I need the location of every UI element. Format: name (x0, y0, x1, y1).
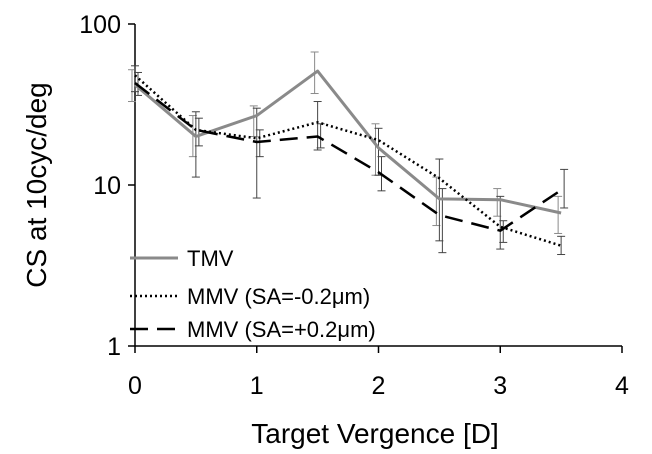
legend-label-2: MMV (SA=-0.2μm) (187, 284, 370, 309)
x-tick-label: 3 (493, 372, 507, 400)
series-line-3 (134, 82, 562, 232)
legend-label-3: MMV (SA=+0.2μm) (187, 317, 376, 342)
y-tick-label: 1 (107, 333, 121, 361)
error-bars (128, 51, 569, 256)
x-tick-label: 4 (615, 372, 629, 400)
y-tick-label: 100 (79, 11, 121, 39)
series-lines (134, 69, 562, 247)
x-tick-label: 2 (372, 372, 386, 400)
series-line-2 (134, 74, 562, 247)
legend: TMV MMV (SA=-0.2μm) MMV (SA=+0.2μm) (130, 246, 376, 342)
y-tick-label: 10 (93, 172, 121, 200)
legend-label-1: TMV (187, 246, 234, 271)
y-axis-title: CS at 10cyc/deg (21, 82, 52, 287)
x-tick-label: 0 (128, 372, 142, 400)
x-axis-title: Target Vergence [D] (251, 418, 498, 449)
x-tick-label: 1 (250, 372, 264, 400)
